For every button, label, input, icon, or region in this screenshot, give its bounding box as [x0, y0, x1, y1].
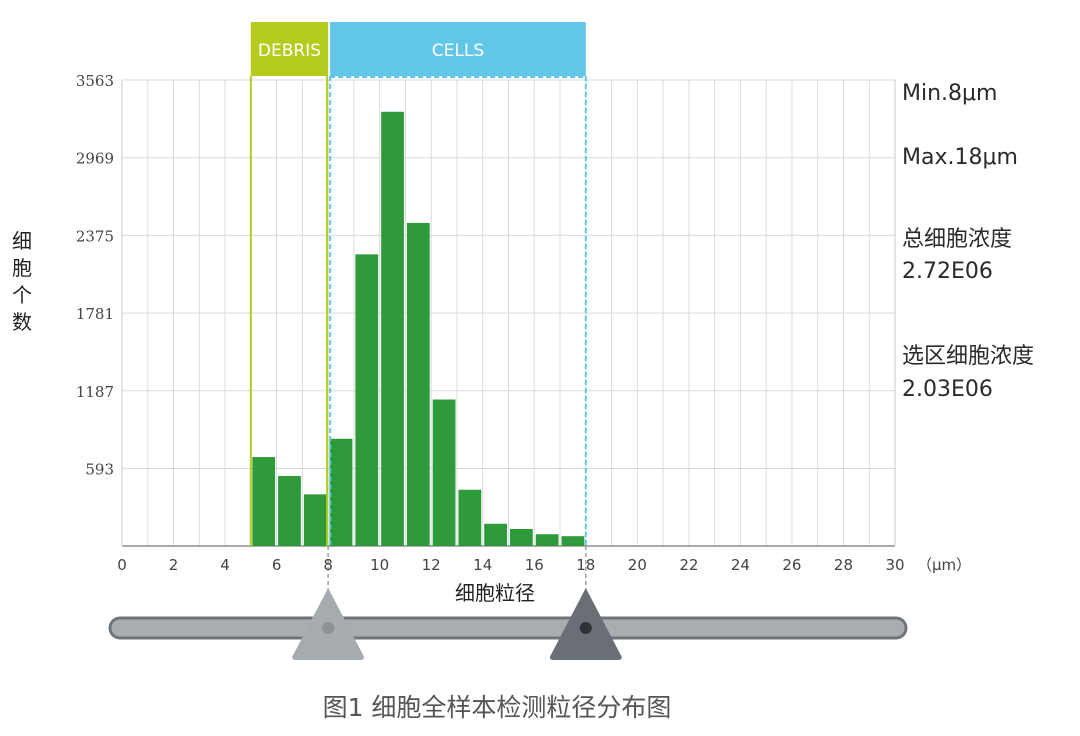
x-tick-label: 30: [885, 556, 904, 574]
y-tick-label: 3563: [76, 72, 114, 90]
selected-concentration-value: 2.03E06: [902, 377, 993, 402]
x-tick-label: 22: [679, 556, 698, 574]
x-tick-label: 24: [731, 556, 750, 574]
cells-gate-band: [330, 22, 586, 76]
y-axis-title: 细胞个数: [12, 229, 32, 334]
histogram-bar: [381, 111, 404, 546]
histogram-bar: [329, 438, 353, 546]
debris-gate-label: DEBRIS: [258, 41, 321, 61]
grid: [121, 79, 896, 547]
histogram-bar: [561, 536, 585, 546]
size-range-slider[interactable]: [108, 588, 908, 660]
max-size-label: Max.18μm: [902, 145, 1018, 170]
x-tick-label: 16: [525, 556, 544, 574]
y-tick-label: 593: [85, 460, 114, 478]
y-tick-label: 2375: [76, 227, 114, 245]
x-tick-label: 14: [473, 556, 492, 574]
selected-concentration-label: 选区细胞浓度: [902, 344, 1034, 369]
x-axis-unit: （μm）: [917, 556, 971, 574]
y-tick-label: 2969: [76, 150, 114, 168]
x-tick-label: 28: [834, 556, 853, 574]
x-tick-label: 6: [272, 556, 282, 574]
x-tick-label: 18: [576, 556, 595, 574]
max-size-handle[interactable]: [549, 588, 622, 660]
histogram-bar: [484, 523, 507, 546]
handle-dot: [322, 622, 335, 634]
gate-lines: [249, 76, 587, 600]
handle-dot: [579, 622, 592, 634]
x-tick-label: 12: [422, 556, 441, 574]
min-size-handle[interactable]: [292, 588, 365, 660]
bars: [252, 111, 585, 546]
x-tick-label: 10: [370, 556, 389, 574]
histogram-bar: [355, 254, 379, 546]
x-tick-label: 8: [323, 556, 333, 574]
histogram-bar: [303, 494, 327, 546]
histogram-bar: [406, 222, 430, 546]
gate-bands: DEBRIS CELLS: [250, 22, 586, 76]
total-concentration-value: 2.72E06: [902, 259, 993, 284]
histogram-bar: [458, 489, 482, 546]
y-tick-label: 1187: [76, 383, 114, 401]
histogram-bar: [510, 528, 533, 546]
slider-track[interactable]: [108, 616, 908, 640]
histogram-bar: [535, 534, 559, 546]
x-tick-label: 2: [169, 556, 179, 574]
y-tick-label: 1781: [76, 305, 114, 323]
total-concentration-label: 总细胞浓度: [902, 227, 1012, 252]
min-size-label: Min.8μm: [902, 81, 997, 106]
x-tick-label: 0: [117, 556, 127, 574]
histogram-bar: [432, 399, 456, 546]
debris-gate-band: [250, 22, 329, 76]
histogram-bar: [252, 457, 276, 546]
histogram-bar: [278, 476, 301, 546]
x-tick-label: 20: [628, 556, 647, 574]
x-tick-labels: 0 2 4 6 8 10 12 14 16 18 20 22 24 26 28 30: [117, 556, 904, 574]
x-axis-title: 细胞粒径: [455, 581, 535, 605]
cells-gate-label: CELLS: [432, 41, 484, 61]
figure-caption: 图1 细胞全样本检测粒径分布图: [323, 693, 672, 722]
x-tick-label: 4: [220, 556, 230, 574]
y-tick-labels: 3563 2969 2375 1781 1187 593: [76, 72, 114, 478]
x-tick-label: 26: [782, 556, 801, 574]
